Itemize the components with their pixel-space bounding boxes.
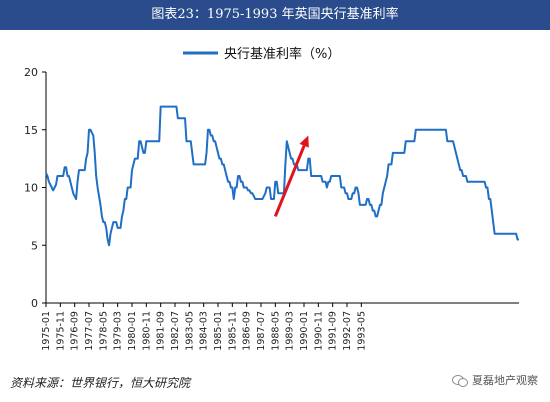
title-bar [0,0,550,30]
y-tick-label: 20 [24,66,38,79]
y-tick-label: 5 [31,239,38,252]
y-tick-label: 15 [24,124,38,137]
x-tick-label: 1981-09 [156,311,167,351]
wechat-icon [452,374,468,387]
x-tick-label: 1975-11 [55,311,66,351]
source-note: 资料来源：世界银行，恒大研究院 [10,376,191,390]
x-tick-label: 1980-11 [141,311,152,351]
trend-arrow [273,135,309,217]
x-tick-label: 1975-01 [41,311,52,351]
x-tick-label: 1977-07 [84,311,95,351]
page-title: 图表23：1975-1993 年英国央行基准利率 [151,7,399,22]
x-tick-label: 1985-11 [227,311,238,351]
x-tick-label: 1990-11 [313,311,324,351]
trend-arrow-shaft [273,145,306,217]
interest-rate-chart: 央行基准利率（%） 0 5 10 15 20 1975-01 1975-11 1976-09… [24,46,519,351]
x-tick-label: 1979-03 [113,311,124,351]
x-tick-label: 1992-07 [342,311,353,351]
x-tick-label: 1985-01 [213,311,224,351]
x-tick-label: 1990-01 [299,311,310,351]
legend: 央行基准利率（%） [183,46,340,62]
x-tick-label: 1986-09 [242,311,253,351]
x-tick-label: 1978-05 [98,311,109,351]
x-tick-label: 1988-05 [270,311,281,351]
x-tick-label: 1987-07 [256,311,267,351]
legend-label: 央行基准利率（%） [224,46,340,62]
y-axis: 0 5 10 15 20 [24,66,47,310]
x-tick-label: 1989-03 [285,311,296,351]
x-tick-label: 1980-01 [127,311,138,351]
x-tick-label: 1991-09 [328,311,339,351]
series-line [45,105,519,247]
x-tick-label: 1984-03 [199,311,210,351]
trend-arrow-head [299,135,309,148]
y-tick-label: 10 [24,182,38,195]
plot-area [45,105,519,247]
watermark-text: 夏磊地产观察 [472,374,538,387]
x-tick-label: 1983-05 [184,311,195,351]
x-tick-label: 1976-09 [70,311,81,351]
y-tick-label: 0 [31,297,38,310]
x-tick-label: 1982-07 [170,311,181,351]
x-axis: 1975-01 1975-11 1976-09 1977-07 1978-05 1979-… [41,302,519,351]
watermark: 夏磊地产观察 [452,372,538,388]
x-tick-label: 1993-05 [356,311,367,351]
